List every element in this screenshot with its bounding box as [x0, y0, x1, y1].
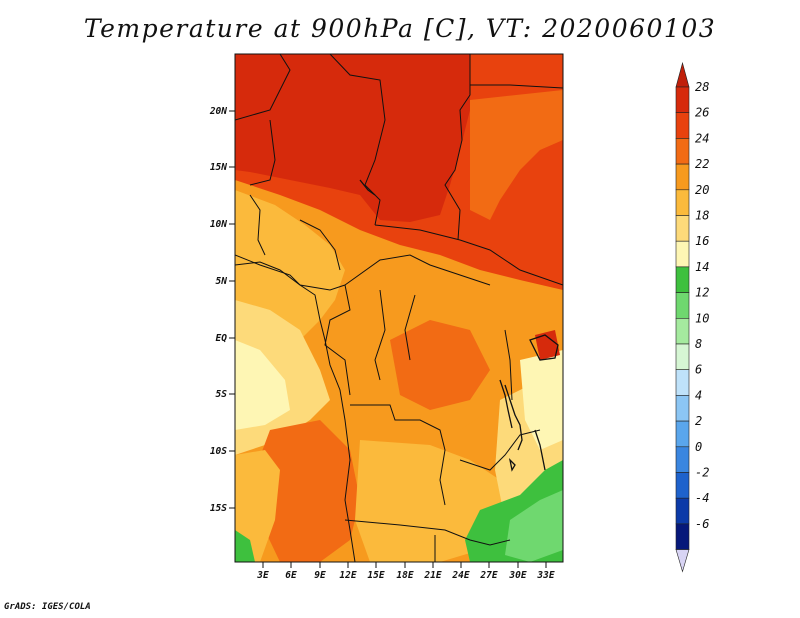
lat-tick-label: EQ — [216, 333, 228, 344]
colorbar-swatch — [675, 86, 690, 114]
lat-tick-label: 5S — [216, 389, 228, 400]
colorbar-swatch — [675, 112, 690, 139]
lon-tick: 27E — [479, 562, 498, 581]
lat-tick-label: 15S — [210, 503, 227, 514]
lon-tick-label: 30E — [508, 570, 526, 581]
green-southeast-light — [505, 490, 563, 562]
lon-tick-label: 27E — [479, 570, 497, 581]
colorbar-swatch — [675, 189, 690, 216]
central-basin-deep — [390, 320, 490, 410]
colorbar-swatch — [675, 240, 690, 268]
colorbar-swatch — [675, 215, 690, 242]
lon-tick-label: 6E — [285, 570, 297, 581]
colorbar-swatch — [675, 292, 690, 319]
country-borders — [235, 54, 563, 562]
colorbar-level-label: -4 — [695, 491, 709, 505]
grads-credit: GrADS: IGES/COLA — [4, 602, 91, 612]
lon-tick-label: 18E — [396, 570, 413, 581]
lat-tick-label: 15N — [210, 162, 227, 173]
colorbar-level-label: 24 — [695, 131, 709, 145]
colorbar-level-label: 14 — [695, 260, 709, 274]
southwest-outer — [235, 450, 280, 562]
colorbar-level-label: 8 — [695, 337, 702, 351]
lon-tick-label: 24E — [451, 570, 469, 581]
east-highland-pale — [520, 350, 563, 450]
lon-tick: 15E — [367, 562, 385, 581]
lon-tick-label: 15E — [367, 570, 384, 581]
green-southwest — [235, 530, 255, 562]
temperature-field — [235, 54, 563, 562]
lat-tick: 10S — [210, 446, 235, 457]
lon-tick: 21E — [423, 562, 442, 581]
colorbar-level-label: 0 — [695, 440, 702, 454]
colorbar-top-arrow — [675, 61, 690, 88]
colorbar-level-label: -6 — [695, 517, 709, 531]
lon-tick: 33E — [536, 562, 555, 581]
colorbar-level-label: 10 — [695, 311, 709, 325]
lon-tick-label: 12E — [339, 570, 356, 581]
colorbar-swatch — [675, 523, 690, 550]
longitude-axis: 3E 6E 9E 12E 15E 18E 21E 24E 27E 30E 33E — [256, 562, 555, 581]
southwest-warm — [255, 420, 360, 562]
lon-tick: 24E — [451, 562, 470, 581]
colorbar-swatch — [675, 343, 690, 371]
lat-tick-label: 5N — [216, 276, 228, 287]
lon-tick: 12E — [339, 562, 357, 581]
colorbar-level-label: 16 — [695, 234, 709, 248]
lat-tick: 15N — [210, 162, 235, 173]
colorbar-swatch — [675, 395, 690, 422]
colorbar-swatch — [675, 138, 690, 165]
colorbar-swatch — [675, 266, 690, 293]
lakes — [359, 179, 559, 472]
lon-tick: 6E — [285, 562, 297, 581]
hottest-region-north — [235, 54, 470, 222]
lon-tick: 9E — [314, 562, 326, 581]
lon-tick-label: 9E — [314, 570, 326, 581]
colorbar-level-label: -2 — [695, 466, 709, 480]
colorbar-swatch — [675, 317, 690, 345]
lon-tick: 18E — [396, 562, 414, 581]
colorbar-level-label: 18 — [695, 209, 709, 223]
lat-tick: 20N — [209, 106, 235, 117]
lon-tick-label: 21E — [423, 570, 441, 581]
colorbar-swatch — [675, 446, 690, 473]
lat-tick-label: 20N — [209, 106, 227, 117]
hot-patch-east — [470, 90, 563, 220]
palest-coast — [235, 340, 290, 430]
colorbar-level-label: 4 — [695, 388, 702, 402]
lat-tick: 5S — [216, 389, 235, 400]
lat-tick: EQ — [216, 333, 235, 344]
colorbar-level-label: 2 — [695, 414, 702, 428]
colorbar-level-label: 20 — [695, 183, 709, 197]
colorbar-swatch — [675, 369, 690, 396]
lake-victoria-hot — [535, 330, 560, 360]
colorbar-bottom-arrow — [675, 549, 690, 573]
lon-tick-label: 33E — [536, 570, 554, 581]
lat-tick: 10N — [210, 219, 235, 230]
lat-tick: 5N — [216, 276, 235, 287]
coastline — [235, 254, 356, 562]
map-title: Temperature at 900hPa [C], VT: 202006010… — [83, 14, 717, 43]
colorbar-swatch — [675, 472, 690, 499]
lat-tick-label: 10N — [210, 219, 227, 230]
lon-tick-label: 3E — [256, 570, 269, 581]
colorbar-level-label: 6 — [695, 363, 702, 377]
colorbar-level-label: 12 — [695, 286, 709, 300]
lon-tick: 3E — [256, 562, 269, 581]
lat-tick-label: 10S — [210, 446, 227, 457]
lon-tick: 30E — [508, 562, 527, 581]
lat-tick: 15S — [210, 503, 235, 514]
latitude-axis: 20N 15N 10N 5N EQ 5S 10S 15S — [209, 106, 235, 514]
colorbar-swatch — [675, 420, 690, 448]
colorbar-level-label: 22 — [695, 157, 709, 171]
map-frame — [234, 53, 564, 563]
colorbar-level-label: 26 — [695, 106, 709, 120]
colorbar-swatch — [675, 163, 690, 191]
colorbar-swatch — [675, 497, 690, 525]
colorbar-level-label: 28 — [695, 80, 709, 94]
